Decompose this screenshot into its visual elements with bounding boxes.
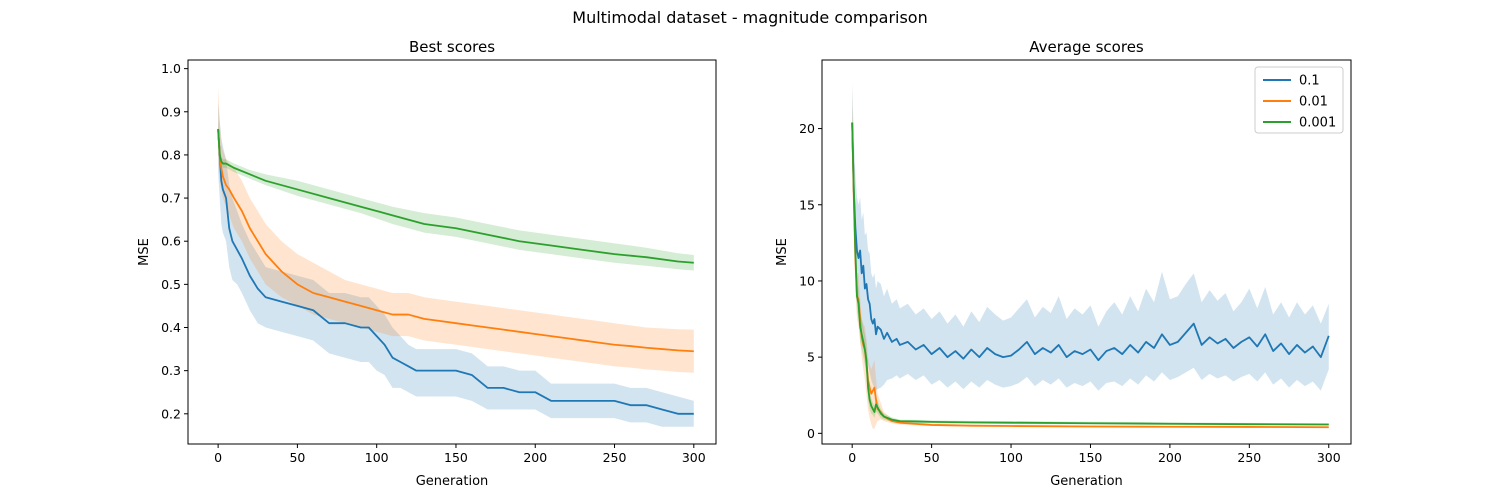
average-scores-xtick-label: 0 <box>848 450 856 465</box>
best-scores-line-0-001 <box>217 128 694 264</box>
average-scores-xtick-label: 300 <box>1317 450 1341 465</box>
best-scores-axes-frame <box>187 59 717 445</box>
best-scores-ytick-label: 1.0 <box>161 61 181 76</box>
average-scores-axes-frame <box>821 59 1352 445</box>
legend-label-0-01: 0.01 <box>1299 95 1328 110</box>
average-scores-ytick-label: 15 <box>799 197 815 212</box>
best-scores-xtick-label: 100 <box>365 450 389 465</box>
best-scores-line-0-01 <box>217 128 694 353</box>
best-scores-xtick-label: 200 <box>523 450 547 465</box>
average-scores-band-0-1 <box>852 82 1329 391</box>
best-scores-ytick-label: 0.6 <box>161 234 181 249</box>
best-scores-title: Best scores <box>409 38 495 56</box>
best-scores-band-0-01 <box>218 85 694 373</box>
best-scores-xtick-label: 250 <box>603 450 627 465</box>
average-scores-legend: 0.1 0.01 0.001 <box>1254 66 1344 134</box>
best-scores-plot-area <box>217 85 694 427</box>
best-scores-xlabel: Generation <box>416 474 489 489</box>
average-scores-xlabel: Generation <box>1050 474 1123 489</box>
best-scores-xtick-label: 50 <box>289 450 305 465</box>
best-scores-ytick-label: 0.8 <box>161 147 181 162</box>
best-scores-ytick-label: 0.3 <box>161 363 181 378</box>
average-scores-line-0-001 <box>851 122 1329 426</box>
average-scores-xtick-label: 200 <box>1158 450 1182 465</box>
average-scores-xtick-label: 250 <box>1237 450 1261 465</box>
average-scores-ylabel: MSE <box>775 238 790 266</box>
legend-label-0-1: 0.1 <box>1299 74 1320 89</box>
best-scores-xtick-label: 300 <box>682 450 706 465</box>
best-scores-panel: 0 50 100 150 200 250 300 0.2 0.3 0.4 0.5 0.6 0.7 0.8 0… <box>137 38 717 489</box>
best-scores-ylabel: MSE <box>137 238 152 266</box>
best-scores-band-0-001 <box>218 120 694 271</box>
figure-suptitle: Multimodal dataset - magnitude compariso… <box>572 8 927 27</box>
average-scores-ytick-label: 5 <box>807 350 815 365</box>
best-scores-xtick-label: 150 <box>444 450 468 465</box>
average-scores-xtick-label: 50 <box>924 450 940 465</box>
best-scores-ytick-label: 0.5 <box>161 277 181 292</box>
average-scores-title: Average scores <box>1029 38 1144 56</box>
legend-box <box>1254 66 1344 134</box>
average-scores-ytick-label: 20 <box>799 121 815 136</box>
best-scores-ytick-label: 0.4 <box>161 320 181 335</box>
average-scores-panel: 0 50 100 150 200 250 300 0 5 10 15 20 Average scores… <box>775 38 1352 489</box>
best-scores-band-0-1 <box>218 103 694 427</box>
best-scores-ytick-label: 0.9 <box>161 104 181 119</box>
average-scores-xtick-label: 100 <box>999 450 1023 465</box>
average-scores-ytick-label: 0 <box>807 426 815 441</box>
legend-label-0-001: 0.001 <box>1299 116 1336 131</box>
average-scores-line-0-1 <box>851 122 1330 362</box>
best-scores-ytick-label: 0.2 <box>161 406 181 421</box>
average-scores-ytick-label: 10 <box>799 273 815 288</box>
best-scores-ytick-label: 0.7 <box>161 191 181 206</box>
best-scores-line-0-1 <box>217 128 694 415</box>
average-scores-xtick-label: 150 <box>1079 450 1103 465</box>
best-scores-xtick-label: 0 <box>214 450 222 465</box>
average-scores-plot-area <box>851 82 1330 429</box>
